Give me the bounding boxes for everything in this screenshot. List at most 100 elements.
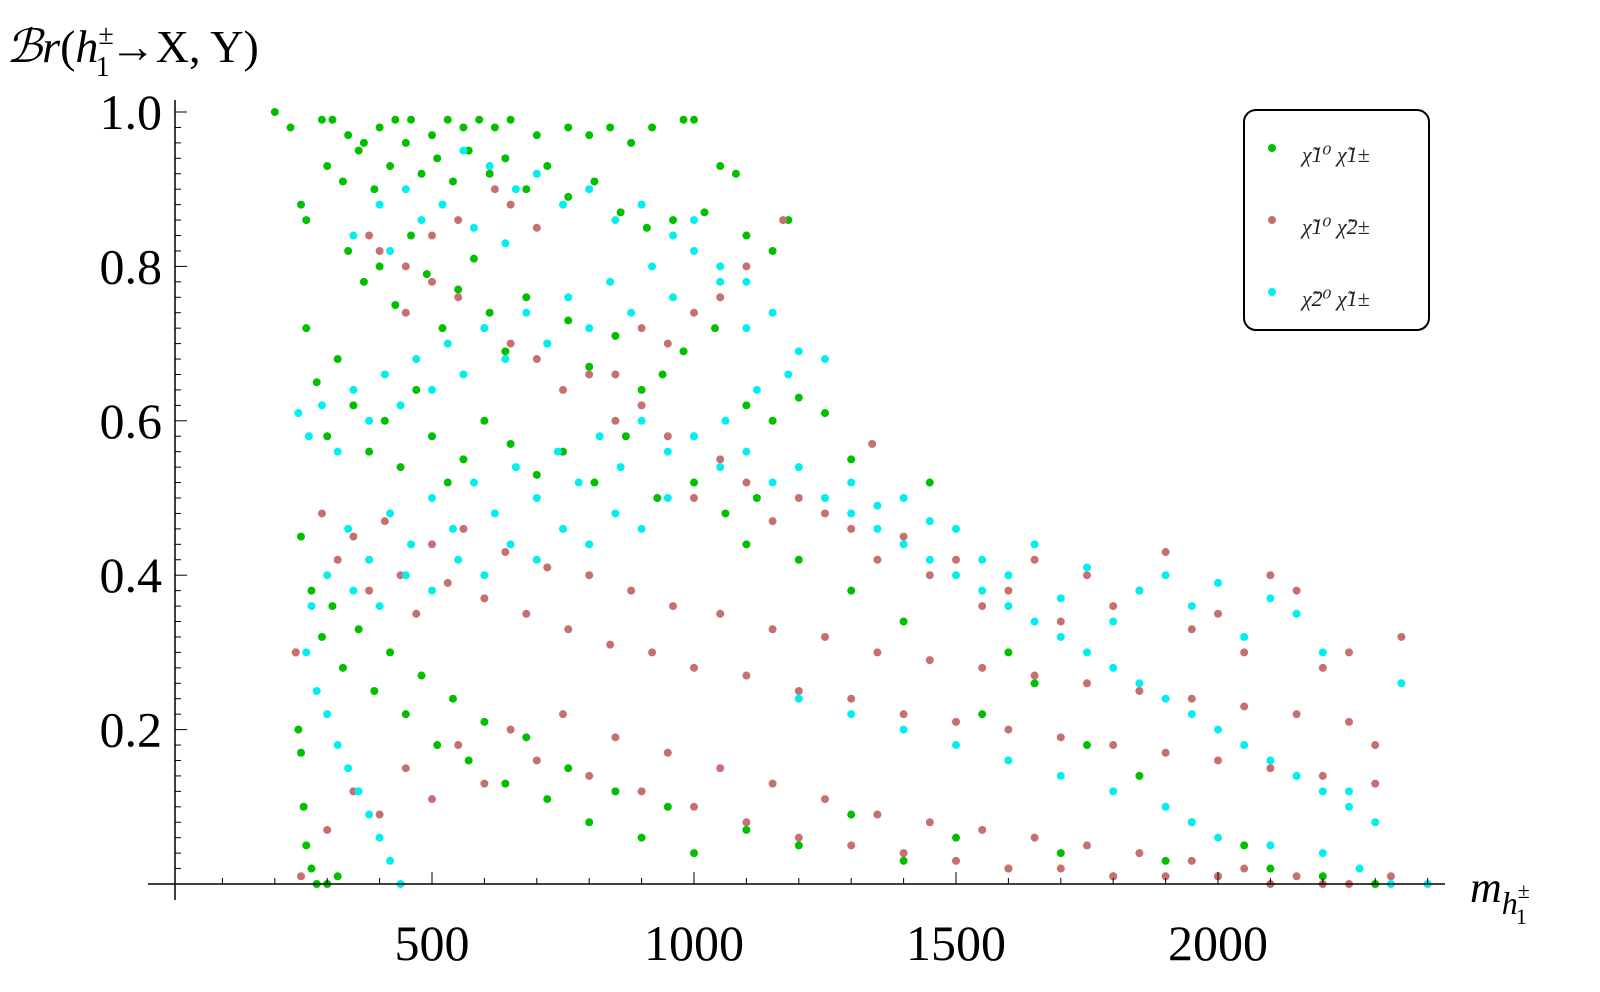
data-point xyxy=(637,385,646,394)
data-point xyxy=(716,162,725,171)
data-point xyxy=(679,115,688,124)
data-point xyxy=(1161,802,1170,811)
data-point xyxy=(349,401,358,410)
data-point xyxy=(386,162,395,171)
data-point xyxy=(365,810,374,819)
data-point xyxy=(690,494,698,502)
data-point xyxy=(443,478,452,487)
data-point xyxy=(375,810,384,819)
data-point xyxy=(412,355,421,364)
data-point xyxy=(428,586,436,595)
data-point xyxy=(637,324,646,333)
data-point xyxy=(648,123,657,132)
data-point xyxy=(794,463,803,472)
data-point xyxy=(1187,856,1196,865)
data-point xyxy=(344,524,353,533)
data-point xyxy=(716,262,725,271)
data-point xyxy=(294,725,303,734)
data-point xyxy=(480,324,489,333)
data-point xyxy=(475,115,484,124)
data-point xyxy=(270,108,279,116)
data-point xyxy=(297,872,305,881)
data-point xyxy=(873,501,882,510)
data-point xyxy=(454,293,463,302)
data-point xyxy=(317,401,326,410)
data-point xyxy=(380,416,389,425)
data-point xyxy=(307,586,316,595)
data-point xyxy=(490,185,499,194)
data-point xyxy=(1292,771,1301,780)
data-point xyxy=(1214,756,1222,765)
data-point xyxy=(1083,741,1091,750)
data-point xyxy=(925,517,934,526)
data-point xyxy=(459,455,468,464)
data-point xyxy=(396,401,405,410)
data-point xyxy=(532,756,541,765)
data-point xyxy=(304,432,313,441)
data-point xyxy=(716,609,725,618)
data-point xyxy=(454,555,463,564)
data-point xyxy=(768,246,777,255)
data-point xyxy=(501,347,510,356)
data-point xyxy=(637,200,646,209)
data-point xyxy=(627,308,636,317)
data-point xyxy=(637,401,646,410)
data-point xyxy=(401,185,410,194)
data-point xyxy=(1056,864,1065,873)
data-point xyxy=(506,540,515,549)
data-point xyxy=(779,216,788,225)
data-point xyxy=(1240,841,1249,850)
data-point xyxy=(428,385,436,394)
data-point xyxy=(297,532,305,541)
data-point xyxy=(585,571,594,580)
data-point xyxy=(585,131,594,140)
data-point xyxy=(532,223,541,232)
data-point xyxy=(899,532,908,541)
data-point xyxy=(1161,748,1170,757)
data-point xyxy=(506,200,515,209)
data-point xyxy=(847,524,856,533)
data-point xyxy=(375,200,384,209)
data-point xyxy=(742,818,751,827)
data-point xyxy=(690,308,698,317)
data-point xyxy=(821,632,829,641)
data-point xyxy=(899,856,908,865)
data-point xyxy=(721,509,730,518)
data-point xyxy=(637,787,646,796)
data-point xyxy=(794,494,803,502)
data-point xyxy=(899,540,908,549)
data-point xyxy=(1292,609,1301,618)
data-point xyxy=(365,416,374,425)
data-point xyxy=(663,802,672,811)
data-point xyxy=(297,748,305,757)
data-point xyxy=(925,818,934,827)
data-point xyxy=(501,355,510,364)
data-point xyxy=(611,370,620,379)
data-point xyxy=(532,131,541,140)
data-point xyxy=(1004,725,1013,734)
data-point xyxy=(821,509,829,518)
data-point xyxy=(742,277,751,286)
data-point xyxy=(469,223,478,232)
data-point xyxy=(386,246,395,255)
data-point xyxy=(768,478,777,487)
data-point xyxy=(616,208,625,217)
data-point xyxy=(821,355,829,364)
data-point xyxy=(1109,663,1118,672)
data-point xyxy=(952,524,960,533)
data-point xyxy=(611,509,620,518)
data-point xyxy=(299,802,308,811)
data-point xyxy=(297,200,305,209)
data-point xyxy=(365,586,374,595)
data-point xyxy=(637,416,646,425)
data-point xyxy=(768,517,777,526)
data-point xyxy=(559,710,567,719)
data-point xyxy=(1397,679,1406,688)
data-point xyxy=(1056,594,1065,603)
data-point xyxy=(359,138,368,147)
data-point xyxy=(333,555,342,564)
data-point xyxy=(459,146,468,155)
svg-text:ℬr(h±1→X, Y): ℬr(h± 1→X, Y) xyxy=(6,19,259,83)
data-point xyxy=(532,555,541,564)
data-point xyxy=(391,115,400,124)
